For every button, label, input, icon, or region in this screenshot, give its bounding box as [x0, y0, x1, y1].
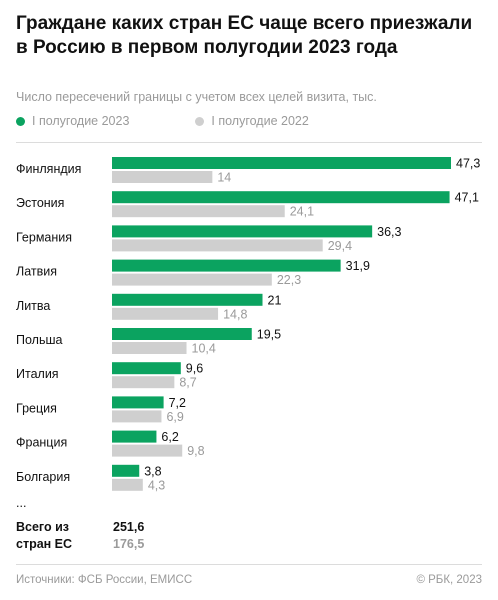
legend-label-2022: I полугодие 2022	[211, 114, 309, 128]
bar-2022	[112, 444, 183, 457]
legend-swatch-2022	[195, 116, 205, 126]
total-label: Всего из стран ЕС	[16, 520, 73, 551]
bar-2022	[112, 307, 219, 320]
bar-2022	[112, 239, 323, 252]
bar-2023	[112, 464, 140, 477]
value-label-2022: 10,4	[192, 342, 216, 356]
value-label-2023: 47,3	[456, 157, 480, 171]
bar-2022	[112, 273, 272, 286]
value-label-2022: 29,4	[328, 239, 352, 253]
value-label-2023: 3,8	[144, 464, 161, 478]
bar-2022	[112, 205, 285, 218]
value-label-2022: 14,8	[223, 307, 247, 321]
bar-2023	[112, 225, 373, 238]
value-label-2022: 22,3	[277, 273, 301, 287]
category-label: Франция	[16, 436, 67, 450]
total-value-2022: 176,5	[113, 537, 145, 551]
chart-title: Граждане каких стран ЕС чаще всего приез…	[16, 13, 473, 58]
legend: I полугодие 2023 I полугодие 2022	[16, 114, 309, 128]
bar-2022	[112, 478, 143, 491]
truncation-marker: ...	[16, 496, 26, 510]
bar-2022	[112, 376, 175, 389]
category-label: Польша	[16, 333, 62, 347]
bar-2022	[112, 410, 162, 423]
bar-2023	[112, 157, 451, 169]
bar-2022	[112, 342, 187, 354]
value-label-2023: 7,2	[169, 396, 186, 410]
value-label-2023: 6,2	[161, 430, 178, 444]
bar-2023	[112, 362, 181, 375]
category-label: Литва	[16, 299, 50, 313]
total-value-2023: 251,6	[113, 520, 145, 534]
bar-chart: Финляндия 47,3 14 Эстония 47,1 24,1 Германия 36…	[16, 157, 480, 511]
category-label: Эстония	[16, 196, 64, 210]
copyright: © РБК, 2023	[416, 574, 482, 586]
value-label-2023: 21	[268, 293, 282, 307]
bar-2023	[112, 293, 263, 306]
category-label: Италия	[16, 367, 59, 381]
category-label: Финляндия	[16, 162, 81, 176]
value-label-2022: 4,3	[148, 478, 165, 492]
category-label: Латвия	[16, 265, 57, 279]
value-label-2023: 9,6	[186, 362, 203, 376]
value-label-2022: 8,7	[179, 376, 196, 390]
source-note: Источники: ФСБ России, ЕМИСС	[16, 574, 193, 586]
value-label-2023: 47,1	[455, 191, 479, 205]
bar-2023	[112, 191, 450, 204]
bottom-divider	[16, 564, 482, 565]
top-divider	[16, 142, 482, 143]
legend-swatch-2023	[16, 116, 25, 126]
value-label-2023: 36,3	[377, 225, 401, 239]
value-label-2023: 31,9	[346, 259, 370, 273]
value-label-2022: 24,1	[290, 205, 314, 219]
category-label: Германия	[16, 230, 72, 244]
category-label: Греция	[16, 401, 57, 415]
legend-label-2023: I полугодие 2023	[32, 114, 130, 128]
chart-subtitle: Число пересечений границы с учетом всех …	[16, 90, 377, 104]
category-label: Болгария	[16, 470, 70, 484]
bar-2023	[112, 328, 252, 340]
bar-2022	[112, 171, 213, 183]
value-label-2022: 9,8	[187, 444, 204, 458]
bar-2023	[112, 396, 164, 409]
bar-2023	[112, 430, 157, 443]
bar-2023	[112, 259, 341, 272]
value-label-2022: 6,9	[166, 410, 183, 424]
legend-item-2022: I полугодие 2022	[195, 114, 309, 128]
legend-item-2023: I полугодие 2023	[16, 114, 129, 128]
value-label-2023: 19,5	[257, 328, 281, 342]
value-label-2022: 14	[217, 171, 231, 185]
